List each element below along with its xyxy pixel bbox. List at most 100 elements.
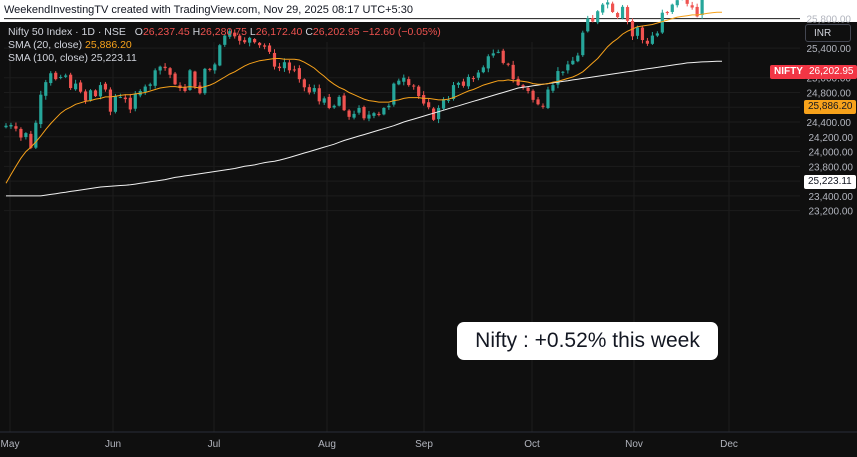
candle (571, 56, 575, 66)
currency-button[interactable]: INR (805, 24, 851, 42)
x-tick-label: Oct (524, 439, 540, 450)
candle (546, 86, 550, 110)
candle (506, 62, 510, 67)
y-tick-label: 24,000.00 (809, 148, 854, 159)
y-tick-label: 23,400.00 (809, 192, 854, 203)
candle (501, 48, 505, 65)
candle (317, 84, 321, 105)
x-tick-label: Jul (208, 439, 221, 450)
candle (665, 10, 669, 15)
candle (9, 122, 13, 129)
x-tick-label: Jun (105, 439, 121, 450)
candle (372, 111, 376, 119)
x-tick-label: Nov (625, 439, 643, 450)
candle (461, 78, 466, 88)
candle (675, 0, 679, 8)
candle (620, 4, 625, 20)
candle (98, 82, 103, 100)
candle (193, 70, 197, 90)
x-tick-label: Dec (720, 439, 738, 450)
candle (556, 67, 560, 89)
candle (412, 84, 416, 90)
candle (218, 43, 222, 67)
candle (576, 52, 580, 63)
y-tick-label: 25,000.00 (807, 74, 852, 85)
candle (397, 78, 401, 86)
candle (531, 89, 535, 103)
candle (277, 62, 282, 72)
candle (123, 94, 127, 103)
candle (78, 80, 83, 94)
candle (173, 71, 177, 86)
candle (491, 49, 495, 58)
candle (19, 127, 23, 141)
candle (158, 65, 162, 75)
candle (208, 67, 212, 72)
y-tick-label: 24,200.00 (809, 133, 854, 144)
candle (282, 58, 287, 72)
attribution-text: WeekendInvestingTV created with TradingV… (4, 4, 413, 16)
sma100-label: SMA (100, close) (8, 52, 88, 64)
attribution-bar: WeekendInvestingTV created with TradingV… (0, 0, 857, 22)
y-tick-label: 25,800.00 (807, 15, 852, 26)
candle (153, 68, 157, 89)
candle (521, 83, 525, 90)
candle (133, 91, 137, 112)
candle (655, 31, 659, 38)
candle (69, 72, 73, 90)
candle (625, 5, 630, 25)
candle (312, 84, 316, 95)
candle (29, 130, 33, 150)
candle (606, 0, 610, 9)
candle (88, 89, 93, 102)
y-tick-label: 24,400.00 (807, 118, 852, 129)
sma100-value: 25,223.11 (90, 52, 137, 64)
candle (93, 89, 98, 98)
ohlc-row: Nifty 50 Index · 1D · NSE O26,237.45 H26… (8, 26, 441, 39)
y-tick-label: 24,800.00 (807, 88, 852, 99)
candle (551, 83, 555, 93)
candle (581, 30, 585, 57)
candle (635, 25, 640, 40)
candle (685, 0, 689, 7)
candle (357, 105, 361, 115)
candle (615, 11, 620, 19)
x-tick-label: May (1, 439, 20, 450)
candle (34, 120, 38, 150)
candle (526, 86, 530, 94)
candle (352, 110, 356, 120)
chart-legend: Nifty 50 Index · 1D · NSE O26,237.45 H26… (8, 26, 441, 65)
candle (640, 26, 645, 44)
candle (511, 60, 515, 83)
candle (302, 78, 306, 92)
candle (203, 67, 207, 95)
candle (327, 94, 331, 110)
sma20-price-badge: 25,886.20 (804, 100, 856, 114)
open-label: O (134, 26, 143, 38)
candle (402, 74, 406, 86)
candle (367, 110, 371, 122)
change-value: −12.60 (−0.05%) (362, 26, 441, 38)
weekly-change-annotation: Nifty : +0.52% this week (457, 322, 718, 360)
sma20-line (5, 11, 723, 184)
candle (297, 65, 301, 83)
candle (49, 71, 53, 86)
y-tick-label: 23,200.00 (809, 207, 854, 218)
candle (163, 63, 167, 71)
candle (272, 49, 277, 70)
candle (113, 93, 117, 114)
candle (650, 31, 654, 45)
candle (387, 103, 391, 110)
candle (690, 1, 694, 10)
candle (287, 60, 292, 74)
candle (228, 28, 232, 39)
candle (54, 71, 58, 81)
candle (596, 10, 600, 25)
candle (108, 87, 113, 116)
candle (486, 54, 490, 73)
candle (417, 85, 421, 99)
candle (168, 67, 172, 79)
candle (39, 90, 43, 129)
high-label: H (192, 26, 201, 38)
